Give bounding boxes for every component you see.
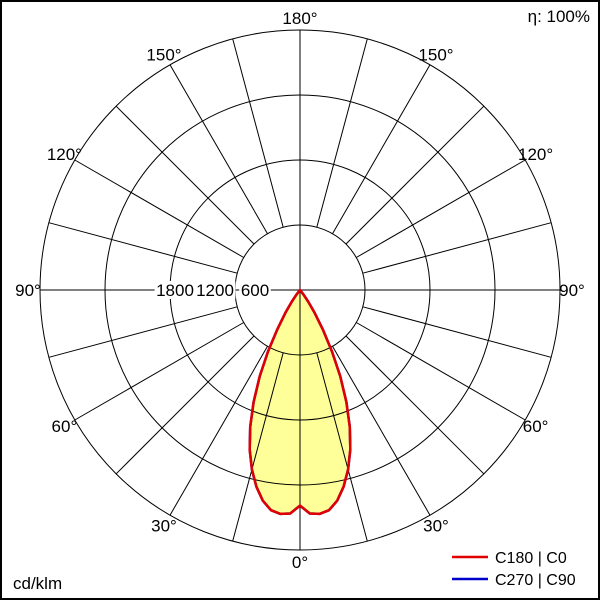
angle-label: 150° <box>418 45 453 64</box>
angle-label: 90° <box>15 281 41 300</box>
grid-spoke <box>332 64 431 234</box>
angle-label: 90° <box>559 281 585 300</box>
angle-label: 120° <box>47 145 82 164</box>
ring-label: 600 <box>241 281 269 300</box>
grid-spoke <box>362 222 552 274</box>
ring-label: 1200 <box>196 281 234 300</box>
grid-spoke <box>74 159 244 258</box>
grid-spoke <box>48 306 238 358</box>
ring-label: 1800 <box>156 281 194 300</box>
intensity-curve-c180-c0 <box>248 288 352 516</box>
grid-spoke <box>169 346 268 516</box>
legend: C180 | C0 C270 | C90 <box>452 550 576 589</box>
grid-spoke <box>74 322 244 421</box>
grid-spoke <box>115 335 255 475</box>
grid-spoke <box>169 64 268 234</box>
angle-label: 30° <box>151 517 177 536</box>
grid-spoke <box>345 335 485 475</box>
grid-spoke <box>356 159 526 258</box>
angle-label: 60° <box>523 417 549 436</box>
angle-label: 150° <box>146 45 181 64</box>
grid-spoke <box>316 352 368 542</box>
legend-label: C270 | C90 <box>495 572 576 589</box>
legend-label: C180 | C0 <box>495 550 567 567</box>
grid-spoke <box>345 105 485 245</box>
grid-spoke <box>115 105 255 245</box>
intensity-curves <box>248 288 352 516</box>
grid-spoke <box>362 306 552 358</box>
grid-spoke <box>232 352 284 542</box>
angle-label: 60° <box>52 417 78 436</box>
grid-spoke <box>232 38 284 228</box>
unit-label: cd/klm <box>13 574 62 593</box>
angle-label: 180° <box>282 9 317 28</box>
grid-spoke <box>316 38 368 228</box>
grid-spoke <box>356 322 526 421</box>
ring-label-mask <box>194 281 236 299</box>
angle-label: 30° <box>423 517 449 536</box>
legend-item: C270 | C90 <box>452 572 576 589</box>
angle-labels: 0° 30° 30° 60° 60° 90° 90° 120° 120° 150° 150° 180° <box>15 9 585 572</box>
angle-label: 0° <box>292 553 308 572</box>
legend-item: C180 | C0 <box>452 550 567 567</box>
ring-label-mask <box>239 281 271 299</box>
angle-label: 120° <box>518 145 553 164</box>
grid-spoke <box>332 346 431 516</box>
ring-label-mask <box>154 281 196 299</box>
efficiency-label: η: 100% <box>528 7 590 26</box>
grid-spoke <box>48 222 238 274</box>
